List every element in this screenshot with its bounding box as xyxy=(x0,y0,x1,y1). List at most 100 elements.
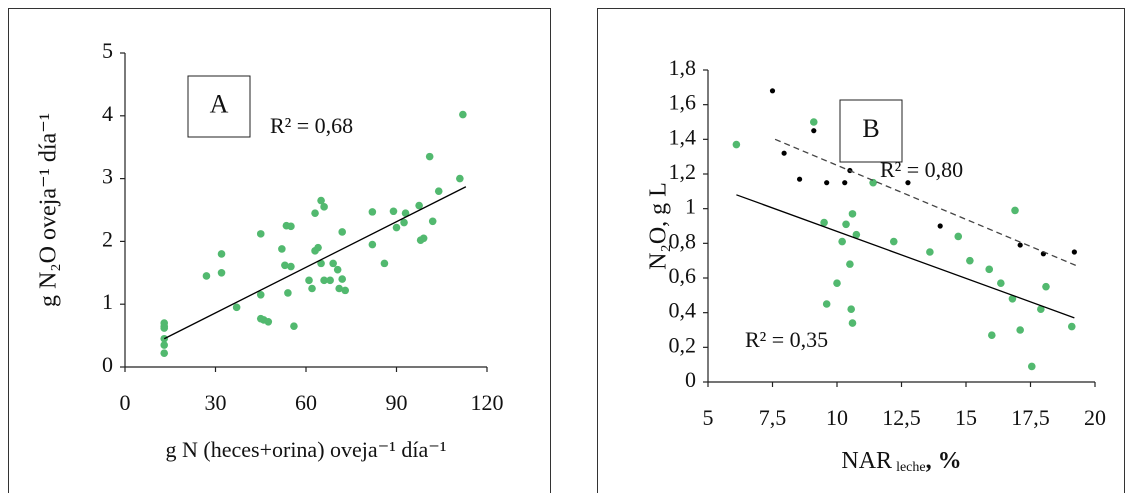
point xyxy=(264,317,273,326)
point xyxy=(311,247,319,255)
point xyxy=(341,286,350,295)
point xyxy=(400,218,408,227)
point xyxy=(160,349,169,357)
x-tick-label: 90 xyxy=(386,390,408,415)
y-tick-label: 3 xyxy=(102,164,113,189)
y-tick-label: 1,4 xyxy=(669,124,697,149)
x-axis-label-part: , % xyxy=(926,448,962,474)
point xyxy=(852,230,861,239)
point xyxy=(278,245,286,253)
point xyxy=(401,209,410,217)
point xyxy=(966,256,974,265)
point xyxy=(317,196,325,205)
point xyxy=(1067,322,1076,331)
point xyxy=(305,276,313,285)
point xyxy=(368,208,377,216)
x-tick-label: 15 xyxy=(955,405,977,430)
x-tick-label: 120 xyxy=(471,390,504,415)
point xyxy=(287,222,295,231)
y-axis-label: g N₂O oveja⁻¹ día⁻¹ xyxy=(36,113,62,307)
trendline xyxy=(163,186,467,340)
point xyxy=(308,284,316,293)
panel-label-box xyxy=(187,75,251,138)
point xyxy=(338,228,347,236)
point xyxy=(732,140,741,149)
x-axis-label-part: NAR xyxy=(841,448,892,474)
x-axis-label: g N (heces+orina) oveja⁻¹ día⁻¹ xyxy=(166,437,447,462)
point xyxy=(1037,305,1045,314)
point xyxy=(320,203,328,211)
y-tick-label: 1,6 xyxy=(669,90,697,115)
x-tick-label: 60 xyxy=(295,390,317,415)
x-tick-label: 30 xyxy=(205,390,227,415)
point xyxy=(338,275,347,283)
point xyxy=(333,265,342,274)
point xyxy=(937,223,943,229)
point xyxy=(335,284,343,293)
y-axis-label: N₂O, g L xyxy=(646,182,672,270)
panel-frame xyxy=(597,8,1125,493)
x-tick-label: 12,5 xyxy=(882,405,921,430)
point xyxy=(425,152,434,161)
panel-label: B xyxy=(862,114,879,143)
point xyxy=(459,110,467,119)
point xyxy=(846,260,854,268)
point xyxy=(842,180,848,186)
point xyxy=(256,290,265,299)
point xyxy=(781,150,787,156)
y-tick-label: 0,6 xyxy=(669,263,697,288)
point xyxy=(1071,249,1077,255)
point xyxy=(905,180,911,186)
x-tick-label: 7,5 xyxy=(759,405,787,430)
point xyxy=(290,322,298,330)
point xyxy=(889,237,898,246)
y-tick-label: 0,2 xyxy=(669,332,697,357)
point xyxy=(311,209,319,217)
point xyxy=(848,319,857,327)
x-tick-label: 10 xyxy=(826,405,848,430)
x-axis-label-part: leche xyxy=(896,460,926,475)
point xyxy=(419,234,428,243)
point xyxy=(1011,206,1019,215)
y-tick-label: 5 xyxy=(102,38,113,63)
point xyxy=(1008,295,1017,303)
annotation: R² = 0,35 xyxy=(745,327,828,352)
x-tick-label: 5 xyxy=(703,405,714,430)
point xyxy=(232,303,241,312)
point xyxy=(392,223,401,232)
point xyxy=(988,331,996,340)
point xyxy=(317,259,325,268)
annotation: R² = 0,80 xyxy=(880,157,963,182)
y-tick-label: 0,4 xyxy=(669,298,697,323)
y-tick-label: 1,8 xyxy=(669,55,697,80)
point xyxy=(820,218,828,227)
point xyxy=(320,276,328,285)
y-tick-label: 0 xyxy=(102,352,113,377)
point xyxy=(848,210,857,218)
point xyxy=(380,259,389,268)
point xyxy=(796,176,803,182)
point xyxy=(217,250,226,258)
point xyxy=(769,88,776,94)
point xyxy=(217,269,226,277)
point xyxy=(869,178,877,187)
point xyxy=(428,217,437,226)
point xyxy=(847,305,855,314)
point xyxy=(838,237,846,246)
point xyxy=(1016,326,1024,334)
panel-label: A xyxy=(210,89,229,118)
y-tick-label: 2 xyxy=(102,226,113,251)
y-tick-label: 1,2 xyxy=(669,159,697,184)
point xyxy=(1017,242,1023,248)
point xyxy=(997,279,1005,288)
point xyxy=(842,220,850,229)
point xyxy=(822,300,831,308)
point xyxy=(326,276,334,285)
x-axis-label: NAR leche, % xyxy=(841,448,961,476)
point xyxy=(833,279,841,288)
point xyxy=(281,261,289,270)
y-tick-label: 1 xyxy=(102,289,113,314)
point xyxy=(284,289,292,297)
